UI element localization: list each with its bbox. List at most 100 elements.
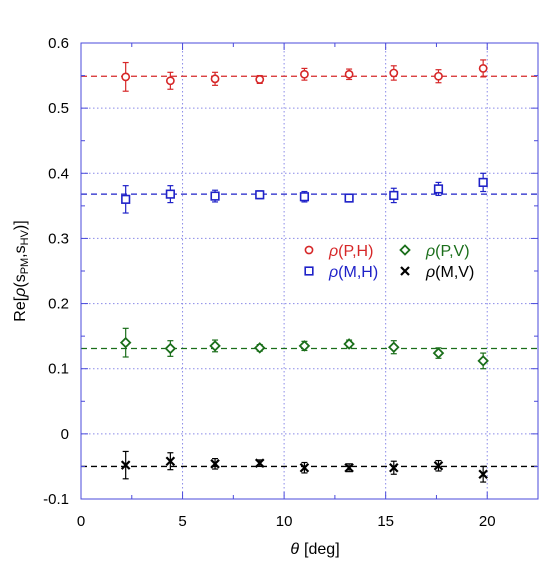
legend-marker xyxy=(304,266,314,276)
legend-name: (M,V) xyxy=(435,264,474,281)
cross-stroke xyxy=(254,458,265,468)
point-MV xyxy=(254,458,265,468)
point-PV xyxy=(477,352,489,370)
point-MV xyxy=(120,450,131,480)
marker xyxy=(344,193,354,203)
x-tick-label: 20 xyxy=(479,513,496,530)
point-PV xyxy=(164,340,177,357)
point-PV xyxy=(298,340,311,352)
point-PV xyxy=(388,340,400,355)
marker xyxy=(210,459,220,469)
marker xyxy=(478,64,488,73)
marker xyxy=(119,336,132,349)
cross-stroke xyxy=(299,462,310,473)
point-MH xyxy=(344,193,354,203)
point-MV xyxy=(389,460,399,475)
grid xyxy=(81,43,538,499)
marker xyxy=(433,460,444,471)
point-PV xyxy=(343,338,355,350)
legend-label: ρ(P,V) xyxy=(425,243,470,260)
point-PH xyxy=(165,71,175,90)
point-PV xyxy=(119,327,132,358)
x-axis-label: θ [deg] xyxy=(290,541,339,558)
point-MV xyxy=(478,465,488,483)
legend-marker xyxy=(399,244,411,256)
cross-stroke xyxy=(433,460,444,471)
point-PH xyxy=(121,61,131,92)
marker xyxy=(210,191,220,201)
marker xyxy=(165,76,175,86)
marker xyxy=(343,338,355,350)
legend-name: (P,H) xyxy=(338,243,373,260)
y-axis-label: Re[ρ(sPM,sHV)] xyxy=(12,220,31,321)
marker xyxy=(478,177,488,188)
point-MV xyxy=(344,462,354,473)
marker xyxy=(388,341,400,353)
cross-stroke xyxy=(344,462,354,473)
marker xyxy=(121,194,131,204)
point-MV xyxy=(165,452,176,471)
point-MH xyxy=(299,190,310,203)
marker xyxy=(165,456,176,466)
marker xyxy=(120,460,131,470)
legend-rho: ρ xyxy=(425,243,435,260)
marker xyxy=(299,462,310,473)
point-PH xyxy=(344,68,354,81)
cross-stroke xyxy=(165,456,176,466)
marker xyxy=(389,190,399,201)
marker xyxy=(255,75,265,84)
legend-label: ρ(P,H) xyxy=(328,243,373,260)
marker xyxy=(298,340,311,352)
point-MH xyxy=(255,190,265,200)
point-PH xyxy=(255,74,265,84)
marker xyxy=(344,69,354,79)
point-PH xyxy=(478,59,488,78)
point-PH xyxy=(210,71,220,86)
marker xyxy=(254,458,265,468)
marker xyxy=(434,71,443,81)
cross-stroke xyxy=(478,469,488,480)
legend-name: (P,V) xyxy=(435,243,469,260)
legend-label: ρ(M,V) xyxy=(425,264,474,281)
marker xyxy=(121,72,131,82)
tick-labels: 0 5 10 15 20 -0.1 0 0.1 0.2 0.3 0.4 0.5 0.6 xyxy=(43,35,495,530)
legend-rho: ρ xyxy=(328,243,338,260)
y-tick-label: 0.3 xyxy=(48,230,69,247)
point-MH xyxy=(478,172,488,193)
marker xyxy=(300,69,309,79)
x-tick-label: 15 xyxy=(377,513,394,530)
y-tick-label: 0.4 xyxy=(48,165,69,182)
cross-stroke xyxy=(389,462,399,473)
marker xyxy=(477,355,489,367)
y-tick-label: 0.5 xyxy=(48,100,69,117)
point-MH xyxy=(165,185,175,204)
point-PH xyxy=(434,69,443,84)
marker xyxy=(253,342,266,354)
point-PV xyxy=(209,339,221,353)
marker xyxy=(209,340,221,352)
marker xyxy=(344,462,354,473)
marker xyxy=(478,469,488,480)
marker xyxy=(164,342,177,355)
cross-stroke xyxy=(210,459,220,469)
cross-stroke xyxy=(120,460,131,470)
x-axis-symbol: θ xyxy=(290,541,299,558)
legend: ρ(P,H)ρ(M,H)ρ(P,V)ρ(M,V) xyxy=(304,243,474,281)
point-PH xyxy=(389,65,399,81)
legend-entry-PH: ρ(P,H) xyxy=(304,243,373,260)
y-tick-label: -0.1 xyxy=(43,491,69,508)
point-MV xyxy=(299,461,310,474)
ticks xyxy=(80,42,539,500)
marker xyxy=(255,190,265,200)
point-PH xyxy=(300,67,309,81)
point-MH xyxy=(389,187,399,204)
point-PV xyxy=(432,347,445,359)
point-MH xyxy=(210,189,220,203)
fit-lines xyxy=(81,75,538,468)
x-axis-unit: [deg] xyxy=(304,541,340,558)
point-MV xyxy=(433,459,444,472)
point-MH xyxy=(433,181,444,197)
legend-name: (M,H) xyxy=(338,264,378,281)
y-tick-label: 0.6 xyxy=(48,35,69,52)
